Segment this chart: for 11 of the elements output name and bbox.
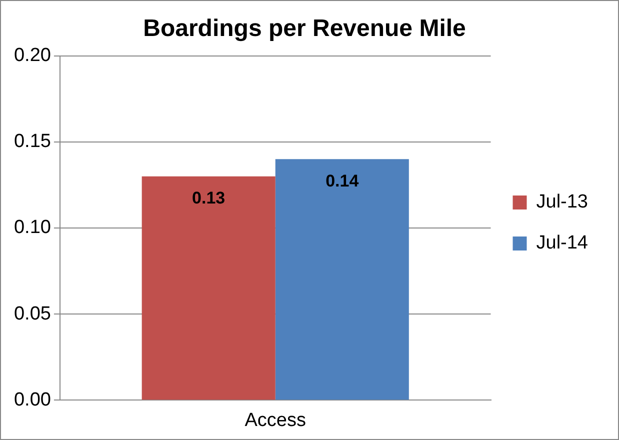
y-tick-label: 0.05: [14, 303, 51, 324]
data-label: 0.14: [326, 171, 360, 190]
y-tick-label: 0.15: [14, 131, 51, 152]
legend-label: Jul-13: [536, 192, 588, 213]
y-tick-label: 0.00: [14, 389, 51, 410]
x-tick-label: Access: [244, 410, 306, 431]
y-tick-label: 0.20: [14, 45, 51, 66]
y-tick-label: 0.10: [14, 217, 51, 238]
chart-title: Boardings per Revenue Mile: [143, 15, 466, 42]
data-label: 0.13: [192, 188, 226, 208]
legend-label: Jul-14: [536, 232, 588, 254]
